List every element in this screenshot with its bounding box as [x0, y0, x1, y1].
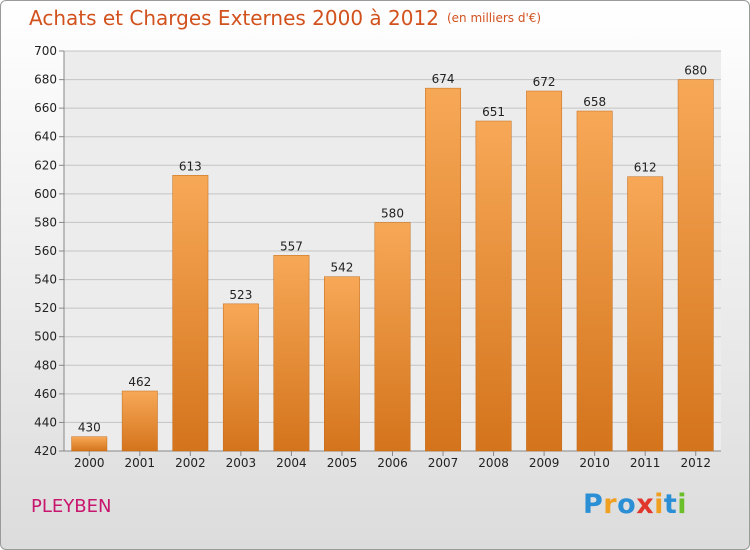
x-tick-label-2003: 2003	[226, 456, 257, 470]
data-label-2008: 651	[482, 105, 505, 119]
logo-letter: r	[603, 489, 618, 520]
x-tick-label-2006: 2006	[377, 456, 408, 470]
y-tick-label: 620	[34, 158, 57, 172]
y-tick-label: 520	[34, 301, 57, 315]
bar-2000	[71, 436, 108, 452]
bar-2004	[273, 255, 310, 452]
logo-letter: t	[663, 489, 678, 520]
bar-2009	[526, 90, 563, 452]
data-label-2012: 680	[684, 64, 707, 78]
x-tick-label-2000: 2000	[74, 456, 105, 470]
x-tick-label-2004: 2004	[276, 456, 307, 470]
bar-2005	[324, 276, 360, 452]
y-tick-label: 660	[34, 101, 57, 115]
y-tick-label: 600	[34, 187, 57, 201]
data-label-2011: 612	[634, 161, 657, 175]
bar-2002	[172, 175, 209, 452]
x-tick-label-2011: 2011	[630, 456, 661, 470]
x-tick-label-2009: 2009	[529, 456, 560, 470]
logo-letter: P	[583, 489, 604, 520]
x-tick-label-2005: 2005	[327, 456, 358, 470]
bar-2006	[374, 222, 411, 452]
y-tick-label: 580	[34, 215, 57, 229]
bar-chart: 420 440 460 480 500 520 540 560 580 600 620 640 660 6…	[34, 44, 721, 470]
y-tick-label: 680	[34, 73, 57, 87]
bar-2012	[677, 79, 714, 452]
bar-2010	[576, 110, 613, 452]
y-tick-label: 460	[34, 387, 57, 401]
y-tick-label: 640	[34, 130, 57, 144]
data-label-2005: 542	[331, 261, 354, 275]
data-label-2007: 674	[432, 72, 455, 86]
title-text: Achats et Charges Externes 2000 à 2012	[29, 6, 439, 30]
bar-2003	[222, 303, 259, 452]
logo-letter: x	[636, 489, 655, 520]
title-unit: (en milliers d'€)	[446, 11, 542, 25]
y-tick-label: 540	[34, 273, 57, 287]
y-tick-label: 700	[34, 44, 57, 58]
x-tick-label-2001: 2001	[125, 456, 156, 470]
logo-letter: i	[677, 489, 688, 520]
x-tick-label-2010: 2010	[579, 456, 610, 470]
data-label-2001: 462	[128, 375, 151, 389]
logo-letter: i	[654, 489, 664, 520]
x-tick-label-2002: 2002	[175, 456, 206, 470]
data-label-2000: 430	[78, 421, 101, 435]
y-tick-label: 480	[34, 358, 57, 372]
data-label-2006: 580	[381, 206, 404, 220]
data-label-2003: 523	[229, 288, 252, 302]
data-label-2002: 613	[179, 159, 202, 173]
bar-2007	[425, 87, 461, 452]
y-tick-label: 560	[34, 244, 57, 258]
x-tick-label-2008: 2008	[478, 456, 509, 470]
logo-letter: o	[617, 489, 637, 520]
commune-name: PLEYBEN	[31, 496, 112, 517]
y-tick-label: 420	[34, 444, 57, 458]
x-tick-label-2007: 2007	[428, 456, 459, 470]
x-tick-label-2012: 2012	[680, 456, 711, 470]
bar-2001	[121, 390, 158, 452]
data-label-2010: 658	[583, 95, 606, 109]
bar-2011	[627, 176, 664, 452]
y-tick-label: 440	[34, 415, 57, 429]
chart-title: Achats et Charges Externes 2000 à 2012 (e…	[29, 6, 541, 30]
data-label-2004: 557	[280, 239, 303, 253]
bar-2008	[475, 120, 512, 452]
proxiti-logo: Proxiti	[583, 489, 687, 520]
y-tick-label: 500	[34, 330, 57, 344]
data-label-2009: 672	[533, 75, 556, 89]
